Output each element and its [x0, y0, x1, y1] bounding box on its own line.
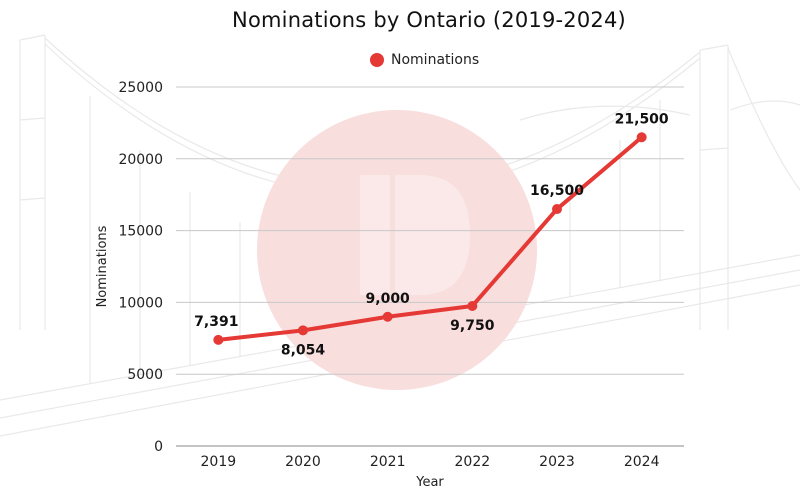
data-point: [298, 325, 308, 336]
x-axis-ticks: 2019 2020 2021 2022 2023 2024: [201, 454, 660, 470]
y-tick-label: 5000: [127, 367, 163, 383]
y-tick-label: 20000: [118, 152, 163, 168]
x-tick-label: 2022: [455, 454, 491, 470]
data-point: [213, 334, 224, 345]
y-tick-label: 10000: [118, 295, 163, 311]
x-axis-title: Year: [415, 475, 444, 490]
y-axis-ticks: 0 5000 10000 15000 20000 25000: [118, 80, 163, 455]
x-tick-label: 2020: [285, 454, 321, 470]
series-line: [216, 135, 644, 342]
data-label: 9,000: [366, 291, 411, 307]
y-tick-label: 15000: [118, 224, 163, 240]
data-point: [636, 132, 647, 143]
data-point: [467, 300, 478, 311]
series-nominations: [213, 132, 647, 345]
chart-legend: Nominations: [370, 52, 479, 68]
x-tick-label: 2019: [201, 454, 237, 470]
chart-title: Nominations by Ontario (2019-2024): [232, 8, 626, 32]
x-tick-label: 2021: [370, 454, 406, 470]
data-label: 9,750: [450, 318, 495, 334]
legend-marker-icon: [370, 53, 384, 67]
y-tick-label: 25000: [118, 80, 163, 96]
data-point: [382, 311, 393, 322]
data-label: 16,500: [530, 183, 584, 199]
y-axis-title: Nominations: [95, 225, 110, 307]
watermark-logo: [257, 110, 537, 390]
data-label: 7,391: [194, 314, 238, 330]
data-point: [552, 204, 562, 215]
y-tick-label: 0: [154, 439, 163, 455]
x-tick-label: 2023: [539, 454, 575, 470]
grid-lines: [176, 86, 684, 375]
data-label: 21,500: [615, 111, 669, 127]
x-tick-label: 2024: [624, 454, 660, 470]
data-label: 8,054: [281, 342, 326, 358]
legend-label: Nominations: [391, 52, 480, 68]
data-labels: 7,391 8,054 9,000 9,750 16,500 21,500: [194, 111, 669, 358]
